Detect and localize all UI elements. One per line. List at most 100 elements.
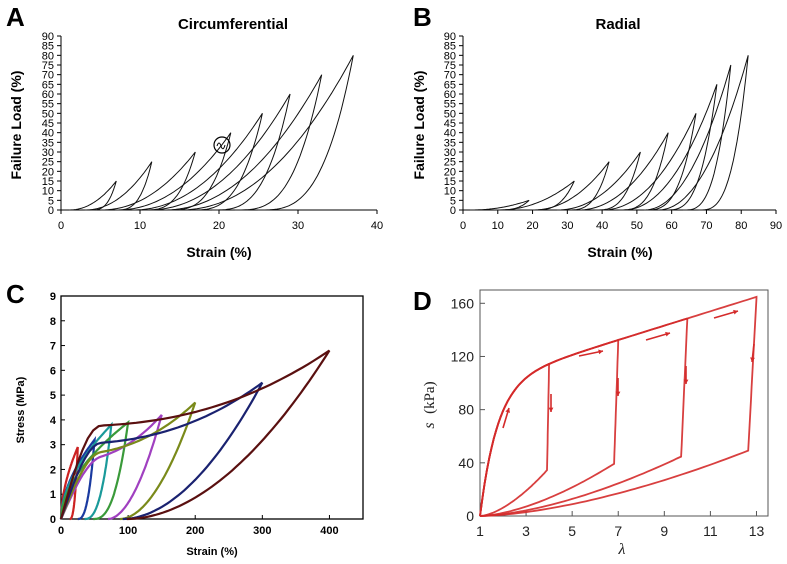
panel-b-xtick-label: 20 <box>526 220 538 232</box>
panel-c-xtick-label: 100 <box>119 525 137 537</box>
panel-a-circumferential: Circumferential 051015202530354045505560… <box>8 16 383 260</box>
panel-b-ytick-label: 5 <box>450 195 456 207</box>
panel-b-ytick-label: 80 <box>444 50 456 62</box>
panel-d-ytick-label: 160 <box>451 295 475 311</box>
panel-a-ytick-label: 5 <box>48 195 54 207</box>
panel-b-ytick-label: 50 <box>444 108 456 120</box>
panel-a-xtick-label: 10 <box>134 220 146 232</box>
panel-b-xtick-label: 0 <box>460 220 466 232</box>
panel-d-ylabel-unit: (kPa) <box>422 381 438 414</box>
panel-a-ytick-label: 0 <box>48 205 54 217</box>
panel-b-ytick-label: 60 <box>444 89 456 101</box>
panel-d-xtick-label: 3 <box>522 523 530 539</box>
panel-a-ytick-label: 10 <box>42 186 54 198</box>
panel-d-ytick-label: 80 <box>458 402 474 418</box>
panel-a-annotation-circle <box>213 136 231 154</box>
panel-d-xtick-label: 1 <box>476 523 484 539</box>
panel-b-ylabel: Failure Load (%) <box>411 71 427 180</box>
panel-b-ytick-label: 10 <box>444 186 456 198</box>
panel-b-ytick-label: 30 <box>444 147 456 159</box>
panel-d-ytick-label: 0 <box>466 508 474 524</box>
panel-c-ytick-label: 5 <box>50 390 56 402</box>
panel-label-a: A <box>6 2 25 32</box>
panel-a-ytick-label: 80 <box>42 50 54 62</box>
panel-c-stress-strain: 0 1 2 3 4 5 6 7 8 9 0 100 200 300 400 Strain (%) Stre… <box>15 291 364 558</box>
panel-b-curve-1 <box>470 199 530 211</box>
panel-c-curve-4 <box>59 419 130 521</box>
panel-b-curve-9 <box>657 55 749 211</box>
panel-b-xtick-label: 30 <box>561 220 573 232</box>
panel-a-curve-7 <box>163 74 323 211</box>
panel-a-ytick-label: 75 <box>42 60 54 72</box>
panel-d-arrow-head <box>683 379 689 384</box>
panel-a-curve-8 <box>179 55 354 211</box>
panel-b-ytick-label: 65 <box>444 79 456 91</box>
panel-a-xtick-label: 40 <box>371 220 383 232</box>
panel-c-curve-1 <box>59 446 79 521</box>
panel-a-curve-2 <box>84 161 153 211</box>
panel-d-arrow-head <box>750 357 755 362</box>
panel-b-xtick-label: 90 <box>770 220 782 232</box>
panel-b-ytick-label: 25 <box>444 157 456 169</box>
panel-b-ytick-label: 35 <box>444 137 456 149</box>
panel-b-ytick-label: 85 <box>444 41 456 53</box>
panel-b-xtick-label: 50 <box>631 220 643 232</box>
panel-b-xtick-label: 60 <box>666 220 678 232</box>
panel-c-xtick-label: 300 <box>253 525 271 537</box>
panel-label-b: B <box>413 2 432 32</box>
panel-b-curve-3 <box>532 161 610 211</box>
panel-label-d: D <box>413 286 432 316</box>
panel-c-xtick-label: 200 <box>186 525 204 537</box>
panel-b-curve-7 <box>622 84 718 211</box>
panel-a-ytick-label: 40 <box>42 128 54 140</box>
panel-d-curve-1 <box>479 363 550 517</box>
panel-a-ytick-label: 45 <box>42 118 54 130</box>
panel-a-ytick-label: 15 <box>42 176 54 188</box>
panel-a-ytick-label: 30 <box>42 147 54 159</box>
panel-a-curve-1 <box>68 180 117 211</box>
panel-a-curve-5 <box>132 113 263 211</box>
panel-b-ytick-label: 75 <box>444 60 456 72</box>
panel-d-ylabel: s (kPa) <box>421 381 438 428</box>
panel-a-xlabel: Strain (%) <box>186 244 251 260</box>
panel-d-arrow-head <box>548 407 554 412</box>
panel-c-ylabel: Stress (MPa) <box>15 376 27 443</box>
panel-a-ylabel: Failure Load (%) <box>8 71 24 180</box>
panel-a-ytick-label: 50 <box>42 108 54 120</box>
panel-d-xlabel: λ <box>618 541 626 558</box>
panel-c-ytick-label: 3 <box>50 440 56 452</box>
panel-a-ytick-label: 55 <box>42 99 54 111</box>
panel-d-xtick-label: 9 <box>660 523 668 539</box>
panel-b-ytick-label: 20 <box>444 166 456 178</box>
panel-d-xtick-label: 13 <box>749 523 765 539</box>
panel-d-xtick-label: 11 <box>703 523 718 539</box>
panel-b-xlabel: Strain (%) <box>587 244 652 260</box>
panel-a-ytick-label: 35 <box>42 137 54 149</box>
panel-d-frame <box>479 289 769 517</box>
panel-d-arrow-head <box>615 391 621 396</box>
panel-a-ytick-label: 25 <box>42 157 54 169</box>
panel-c-curve-7 <box>59 381 264 521</box>
panel-b-ytick-label: 40 <box>444 128 456 140</box>
panel-c-ytick-label: 7 <box>50 341 56 353</box>
panel-c-ytick-label: 1 <box>50 489 56 501</box>
panel-d-xtick-label: 7 <box>614 523 622 539</box>
panel-c-xtick-label: 400 <box>320 525 338 537</box>
panel-a-xtick-label: 20 <box>213 220 225 232</box>
panel-a-ytick-label: 65 <box>42 79 54 91</box>
panel-d-arrow-head <box>505 408 510 413</box>
panel-a-ytick-label: 90 <box>42 31 54 43</box>
panel-b-ytick-label: 70 <box>444 70 456 82</box>
panel-b-ytick-label: 15 <box>444 176 456 188</box>
panel-label-c: C <box>6 279 25 309</box>
panel-c-curve-8 <box>59 349 331 521</box>
panel-d-arrow-head <box>733 309 738 315</box>
panel-d-arrow-head <box>598 349 603 355</box>
panel-c-frame <box>60 295 364 520</box>
panel-a-ytick-label: 20 <box>42 166 54 178</box>
panel-c-ytick-label: 4 <box>50 415 57 427</box>
panel-a-title: Circumferential <box>178 16 288 33</box>
panel-b-radial: Radial 051015202530354045505560657075808… <box>411 16 782 260</box>
